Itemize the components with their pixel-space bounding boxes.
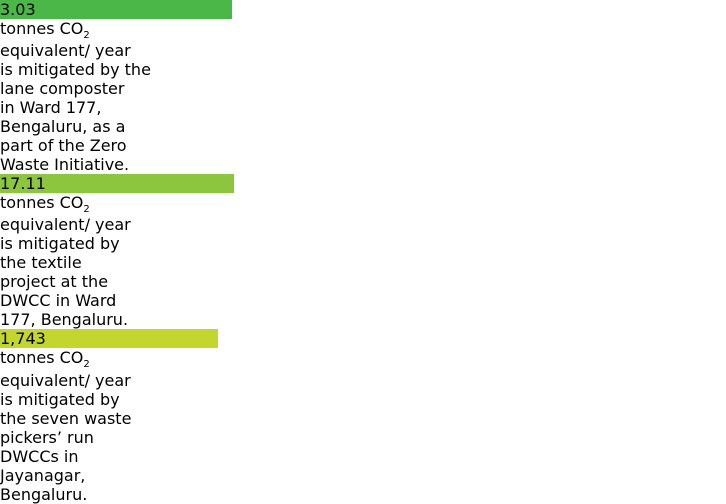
card-text: tonnes CO2 equivalent/ year is mitigated b… <box>0 193 226 329</box>
text-line: equivalent/ year <box>0 370 131 390</box>
card-text: tonnes CO2 equivalent/ year is mitigated b… <box>0 348 214 503</box>
unit: tonnes CO <box>0 348 84 368</box>
text-line: 177, Bengaluru. <box>0 310 129 330</box>
unit-line: tonnes CO2 <box>0 193 226 215</box>
card: tonnes CO2 equivalent/ year is mitigated b… <box>0 348 214 503</box>
subscript: 2 <box>83 204 90 216</box>
subscript: 2 <box>83 359 90 371</box>
text-line: is mitigated by the <box>0 60 151 80</box>
unit-line: tonnes CO2 <box>0 348 214 370</box>
card-text: tonnes CO2 equivalent/ year is mitigated b… <box>0 19 216 174</box>
text-line: lane composter <box>0 79 125 99</box>
text-line: part of the Zero <box>0 136 127 156</box>
text-line: is mitigated by <box>0 234 120 254</box>
card: tonnes CO2 equivalent/ year is mitigated b… <box>0 19 216 174</box>
unit-line: tonnes CO2 <box>0 19 216 41</box>
stat-value: 1,743 <box>0 329 218 349</box>
text-line: is mitigated by <box>0 389 120 409</box>
text-line: project at the <box>0 272 109 292</box>
page: {"cards": [ {"value": "3.03", "unit": "t… <box>0 0 234 504</box>
unit: tonnes CO <box>0 19 84 38</box>
stat-value: 3.03 <box>0 0 232 19</box>
text-line: in Ward 177, <box>0 98 102 118</box>
text-line: DWCCs in <box>0 446 79 466</box>
card: tonnes CO2 equivalent/ year is mitigated b… <box>0 193 226 329</box>
text-line: DWCC in Ward <box>0 291 117 311</box>
stat-value: 17.11 <box>0 174 234 194</box>
text-line: the seven waste <box>0 408 132 428</box>
unit: tonnes CO <box>0 193 84 213</box>
text-line: pickers’ run <box>0 427 94 447</box>
text-line: the textile <box>0 253 82 273</box>
subscript: 2 <box>83 30 90 42</box>
text-line: equivalent/ year <box>0 215 131 235</box>
text-line: equivalent/ year <box>0 41 131 61</box>
text-line: Bengaluru, as a <box>0 117 126 137</box>
text-line: Waste Initiative. <box>0 155 130 175</box>
text-line: Bengaluru. <box>0 484 88 504</box>
text-line: Jayanagar, <box>0 465 86 485</box>
